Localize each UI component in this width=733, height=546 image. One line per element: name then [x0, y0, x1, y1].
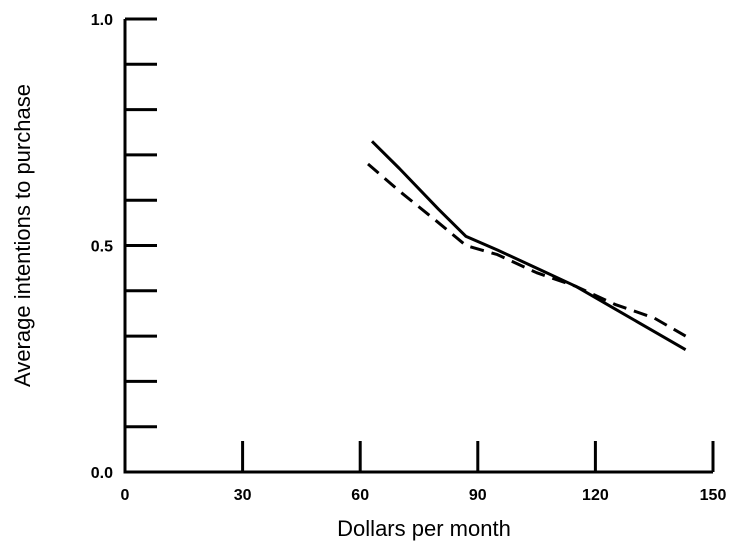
axes: [123, 19, 713, 474]
x-tick-label: 120: [582, 487, 609, 504]
y-axis-label: Average intentions to purchase: [10, 84, 35, 387]
solid-series-line: [370, 140, 687, 351]
x-tick-label: 30: [234, 487, 252, 504]
x-axis-label: Dollars per month: [337, 516, 511, 541]
dashed-series-line: [367, 162, 687, 338]
x-tick-label: 0: [121, 487, 130, 504]
y-tick-label: 0.0: [91, 465, 113, 482]
x-tick-label: 90: [469, 487, 487, 504]
x-tick-label: 60: [351, 487, 369, 504]
y-tick-label: 1.0: [91, 12, 113, 29]
y-tick-label: 0.5: [91, 239, 113, 256]
y-ticks: 0.0 0.5 1.0: [91, 12, 157, 482]
x-tick-label: 150: [700, 487, 727, 504]
series-group: [367, 140, 687, 351]
x-ticks: 0 30 60 90 120 150: [121, 441, 727, 504]
